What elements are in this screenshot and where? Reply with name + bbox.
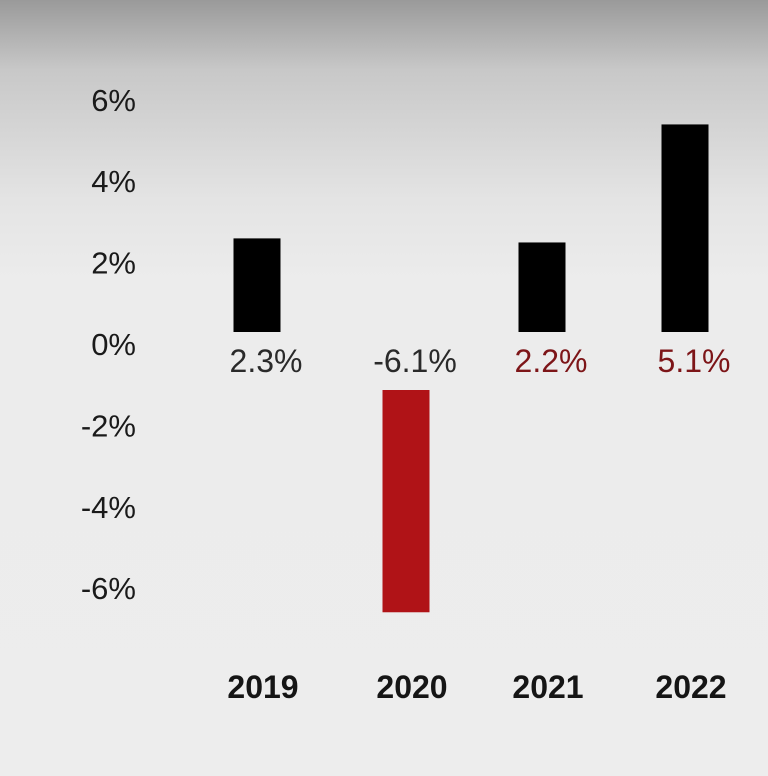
x-category-label: 2021 — [512, 669, 583, 705]
bar — [518, 242, 566, 332]
data-label: 2.2% — [515, 343, 588, 379]
bar — [233, 238, 281, 332]
x-axis: 2019 2020 2021 2022 — [227, 669, 726, 705]
y-tick-label: 6% — [91, 83, 136, 118]
y-tick-label: 4% — [91, 164, 136, 199]
bar — [661, 124, 709, 333]
x-category-label: 2019 — [227, 669, 298, 705]
bar — [382, 390, 430, 613]
bars — [233, 124, 709, 613]
y-tick-label: -4% — [81, 490, 136, 525]
x-category-label: 2022 — [655, 669, 726, 705]
data-label: -6.1% — [373, 343, 457, 379]
y-axis: 6% 4% 2% 0% -2% -4% -6% — [81, 83, 136, 606]
y-tick-label: 2% — [91, 246, 136, 281]
data-labels: 2.3% -6.1% 2.2% 5.1% — [230, 343, 731, 379]
y-tick-label: -2% — [81, 408, 136, 443]
y-tick-label: 0% — [91, 327, 136, 362]
y-tick-label: -6% — [81, 571, 136, 606]
data-label: 5.1% — [658, 343, 731, 379]
x-category-label: 2020 — [376, 669, 447, 705]
data-label: 2.3% — [230, 343, 303, 379]
